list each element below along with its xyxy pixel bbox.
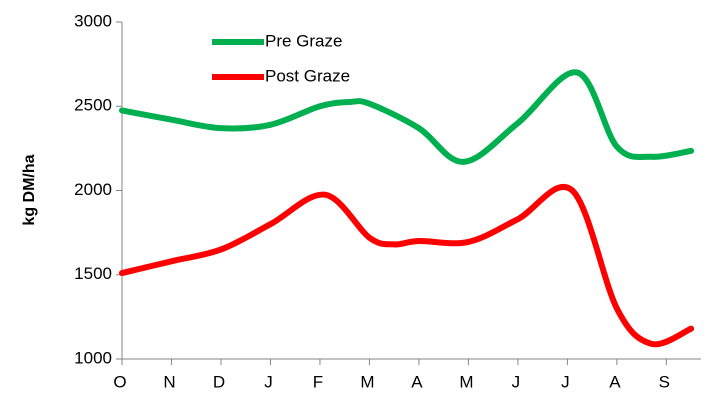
x-tick-label: O (113, 372, 126, 391)
legend-label: Post Graze (265, 66, 350, 85)
x-tick-label: J (512, 372, 521, 391)
x-tick-label: J (561, 372, 570, 391)
x-tick-label: M (459, 372, 473, 391)
legend-label: Pre Graze (265, 31, 342, 50)
y-tick-label: 3000 (74, 11, 112, 30)
x-tick-label: S (659, 372, 670, 391)
y-tick-label: 2000 (74, 180, 112, 199)
y-axis-label: kg DM/ha (21, 154, 38, 225)
x-tick-label: J (264, 372, 273, 391)
x-tick-label: N (163, 372, 175, 391)
y-tick-label: 1500 (74, 264, 112, 283)
x-tick-label: F (313, 372, 323, 391)
series-line (119, 183, 695, 348)
y-tick-label: 1000 (74, 348, 112, 367)
x-tick-label: D (213, 372, 225, 391)
y-tick-label: 2500 (74, 96, 112, 115)
x-tick-label: M (360, 372, 374, 391)
x-tick-label: A (609, 372, 621, 391)
x-tick-label: A (411, 372, 423, 391)
series-line (119, 69, 695, 165)
